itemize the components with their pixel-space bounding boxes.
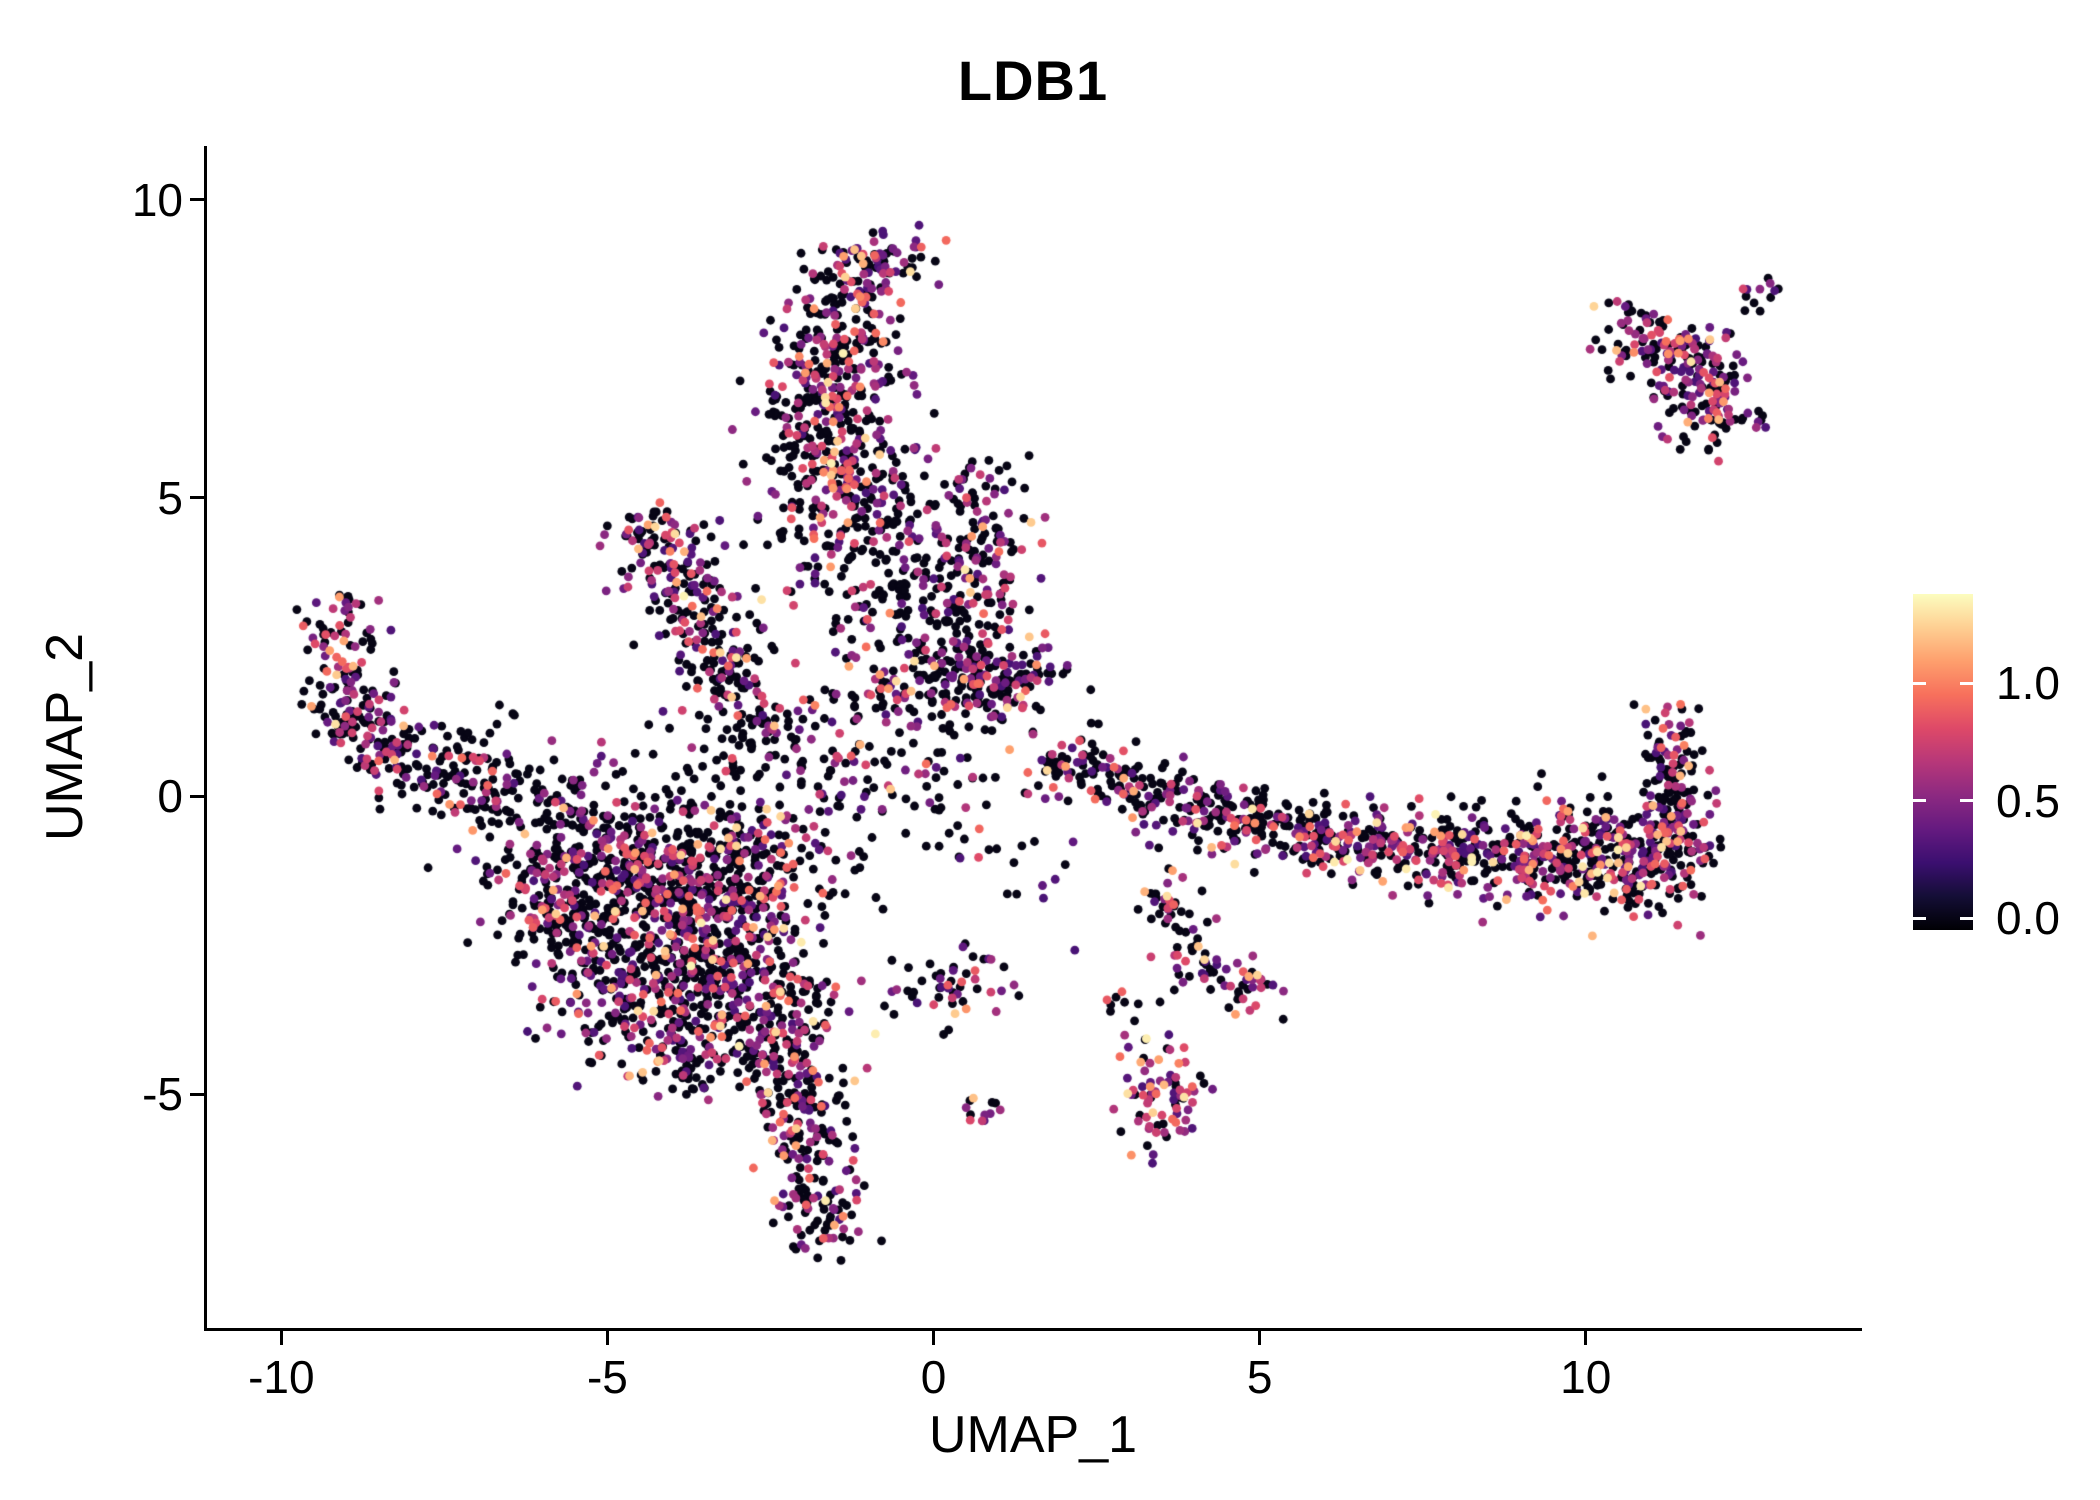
x-tick-mark [1584,1331,1588,1345]
y-tick-label: -5 [142,1068,183,1121]
y-tick-label: 10 [131,173,183,226]
x-axis-label: UMAP_1 [928,1406,1138,1464]
y-tick-label: 5 [157,471,183,524]
y-tick-mark [190,1092,204,1096]
colorbar [1913,594,1973,930]
y-tick-mark [190,496,204,500]
y-tick-mark [190,198,204,202]
y-tick-label: 0 [157,770,183,823]
colorbar-tick-mark [1913,681,1926,685]
colorbar-gradient [1913,594,1973,930]
x-tick-label: 0 [920,1351,947,1403]
colorbar-tick-mark [1913,916,1926,920]
x-tick-mark [605,1331,609,1345]
x-tick-mark [279,1331,283,1345]
colorbar-tick-label: 0.5 [1996,774,2060,827]
x-tick-label: 10 [1560,1351,1612,1403]
colorbar-tick-label: 1.0 [1996,657,2060,710]
colorbar-tick-mark [1960,799,1973,803]
plot-panel [207,146,1859,1328]
x-tick-mark [1258,1331,1262,1345]
plot-title: LDB1 [957,49,1109,112]
scatter-points-canvas [207,146,1859,1328]
colorbar-tick-mark [1913,799,1926,803]
y-tick-mark [190,794,204,798]
y-axis-label: UMAP_2 [36,632,94,842]
x-tick-mark [932,1331,936,1345]
x-tick-label: -5 [586,1351,628,1403]
colorbar-tick-mark [1960,916,1973,920]
colorbar-tick-mark [1960,681,1973,685]
x-axis-line [204,1328,1862,1331]
x-tick-label: 5 [1246,1351,1273,1403]
y-axis-line [204,146,207,1331]
colorbar-tick-label: 0.0 [1996,892,2060,945]
x-tick-label: -10 [248,1351,315,1403]
